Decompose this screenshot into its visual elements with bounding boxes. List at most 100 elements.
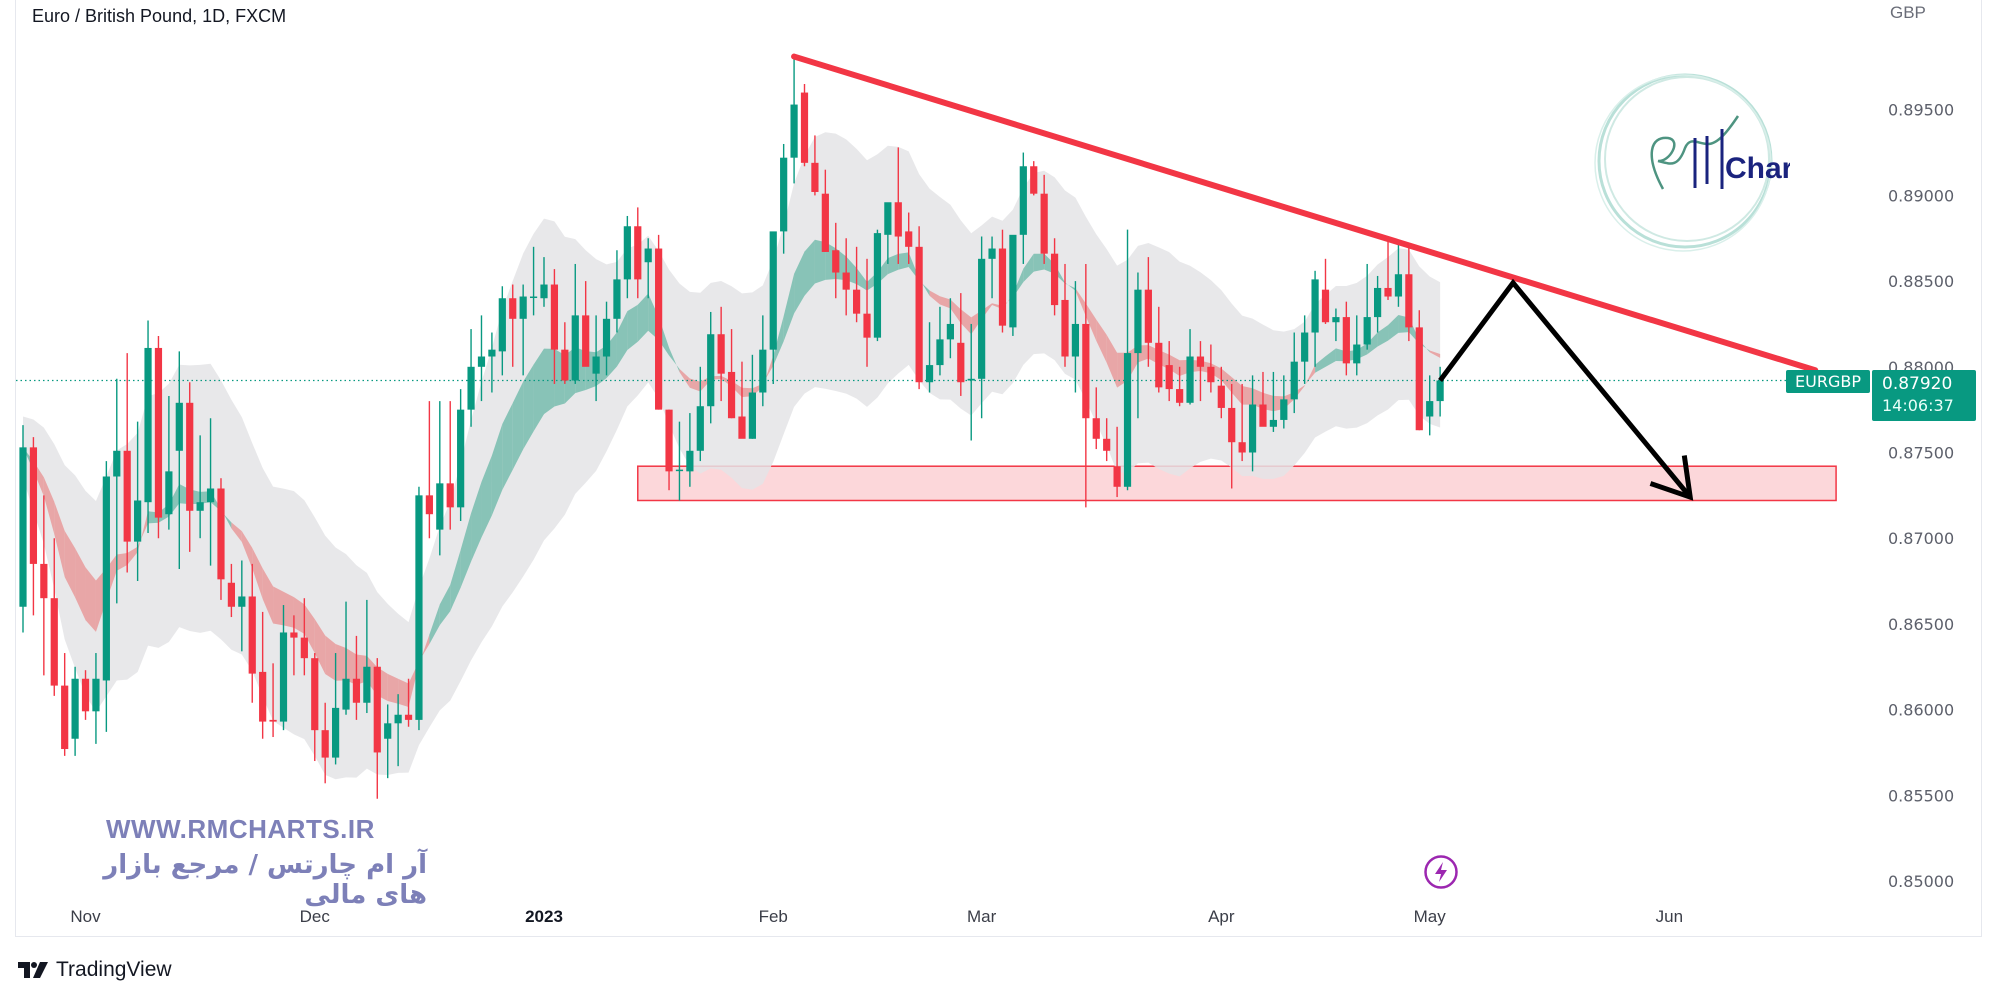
candle bbox=[738, 361, 746, 439]
candle-body bbox=[561, 349, 569, 381]
lightning-icon[interactable] bbox=[1423, 854, 1459, 895]
candle-body bbox=[217, 488, 225, 580]
candle-body bbox=[102, 476, 110, 681]
candle bbox=[1436, 366, 1444, 417]
candle-body bbox=[634, 226, 642, 280]
candle-body bbox=[1103, 438, 1111, 451]
candle-body bbox=[800, 92, 809, 163]
resistance-trendline[interactable] bbox=[791, 53, 1819, 374]
projection-arrow[interactable] bbox=[1438, 278, 1693, 499]
candle-body bbox=[509, 298, 517, 319]
candle bbox=[227, 563, 235, 618]
candle bbox=[269, 663, 277, 738]
candle-body bbox=[1353, 344, 1361, 364]
symbol-tag: EURGBP bbox=[1786, 370, 1870, 393]
candle-body bbox=[884, 202, 892, 235]
drawings-layer[interactable] bbox=[791, 53, 1819, 501]
candle bbox=[1342, 301, 1350, 376]
candle-body bbox=[957, 342, 965, 383]
ribbon-segment bbox=[1325, 348, 1336, 367]
candle-body bbox=[1238, 442, 1246, 453]
ribbon-segment bbox=[252, 547, 263, 600]
candle bbox=[1071, 281, 1080, 393]
time-tick-label: Nov bbox=[70, 907, 101, 926]
ribbon-segment bbox=[544, 348, 555, 415]
candle bbox=[165, 395, 173, 530]
candle bbox=[1019, 152, 1027, 264]
ribbon-segment bbox=[1419, 340, 1430, 353]
candle-body bbox=[206, 488, 215, 503]
ribbon-segment bbox=[679, 368, 690, 388]
tradingview-branding[interactable]: TradingView bbox=[18, 958, 172, 982]
price-axis[interactable]: 0.895000.890000.885000.880000.875000.870… bbox=[1888, 101, 1954, 891]
ribbon-segment bbox=[481, 455, 492, 538]
candle-body bbox=[1155, 342, 1163, 388]
ribbon-segment bbox=[314, 619, 326, 675]
ribbon-segment bbox=[491, 424, 503, 516]
ribbon-segment bbox=[1315, 356, 1326, 373]
candle-body bbox=[1228, 407, 1236, 443]
candle bbox=[498, 286, 506, 376]
ribbon-segment bbox=[1252, 388, 1263, 410]
candle-body bbox=[40, 563, 48, 599]
candle bbox=[40, 495, 48, 676]
candle bbox=[1061, 263, 1069, 367]
candle-body bbox=[290, 632, 298, 638]
candle bbox=[1186, 329, 1194, 405]
candle-body bbox=[1342, 317, 1350, 364]
candle-body bbox=[477, 356, 486, 367]
ribbon-segment bbox=[460, 513, 472, 588]
candle-body bbox=[363, 666, 371, 703]
currency-label: GBP bbox=[1890, 3, 1926, 22]
candle-body bbox=[1301, 332, 1309, 362]
candle bbox=[1103, 418, 1111, 462]
candle bbox=[300, 598, 308, 676]
ribbon-segment bbox=[502, 402, 513, 490]
candle bbox=[602, 301, 611, 376]
ribbon-segment bbox=[116, 552, 128, 571]
candle bbox=[1311, 270, 1319, 367]
candle bbox=[800, 83, 809, 167]
candle bbox=[175, 351, 183, 570]
candle-body bbox=[727, 371, 736, 419]
candle bbox=[1217, 366, 1225, 419]
candle-body bbox=[842, 272, 850, 290]
candle-body bbox=[19, 447, 27, 607]
candle bbox=[529, 246, 538, 316]
candle-body bbox=[1290, 361, 1298, 400]
ribbon-segment bbox=[929, 290, 940, 305]
candle bbox=[936, 306, 944, 376]
candle-body bbox=[1374, 287, 1382, 318]
candle bbox=[717, 306, 725, 402]
candle-body bbox=[1311, 279, 1319, 333]
candle-body bbox=[415, 495, 423, 720]
candle bbox=[759, 315, 767, 407]
candle-body bbox=[394, 714, 402, 724]
price-tick-label: 0.88500 bbox=[1888, 272, 1954, 291]
ribbon-segment bbox=[939, 296, 951, 309]
candle bbox=[946, 298, 954, 359]
logo-word: Charts bbox=[1725, 152, 1790, 185]
ribbon-segment bbox=[304, 604, 315, 654]
ribbon-segment bbox=[1388, 314, 1399, 341]
candle bbox=[832, 222, 840, 299]
support-zone[interactable] bbox=[637, 465, 1837, 502]
candle-body bbox=[384, 723, 392, 739]
candle bbox=[71, 666, 79, 756]
time-axis[interactable]: Nov Dec 2023 Feb Mar Apr May Jun bbox=[70, 907, 1683, 926]
ribbon-segment bbox=[325, 635, 336, 681]
candle bbox=[769, 231, 777, 384]
candle-body bbox=[1009, 234, 1017, 328]
ribbon-segment bbox=[804, 239, 815, 296]
candle bbox=[1176, 366, 1184, 407]
ribbon-segment bbox=[856, 267, 868, 291]
candle-body bbox=[915, 246, 923, 383]
candle bbox=[644, 238, 652, 299]
price-tick-label: 0.85000 bbox=[1888, 872, 1954, 891]
candle-body bbox=[50, 598, 58, 686]
ribbon-segment bbox=[887, 253, 899, 275]
candle-body bbox=[1405, 274, 1413, 328]
candle-body bbox=[967, 378, 975, 381]
candle bbox=[279, 605, 288, 731]
